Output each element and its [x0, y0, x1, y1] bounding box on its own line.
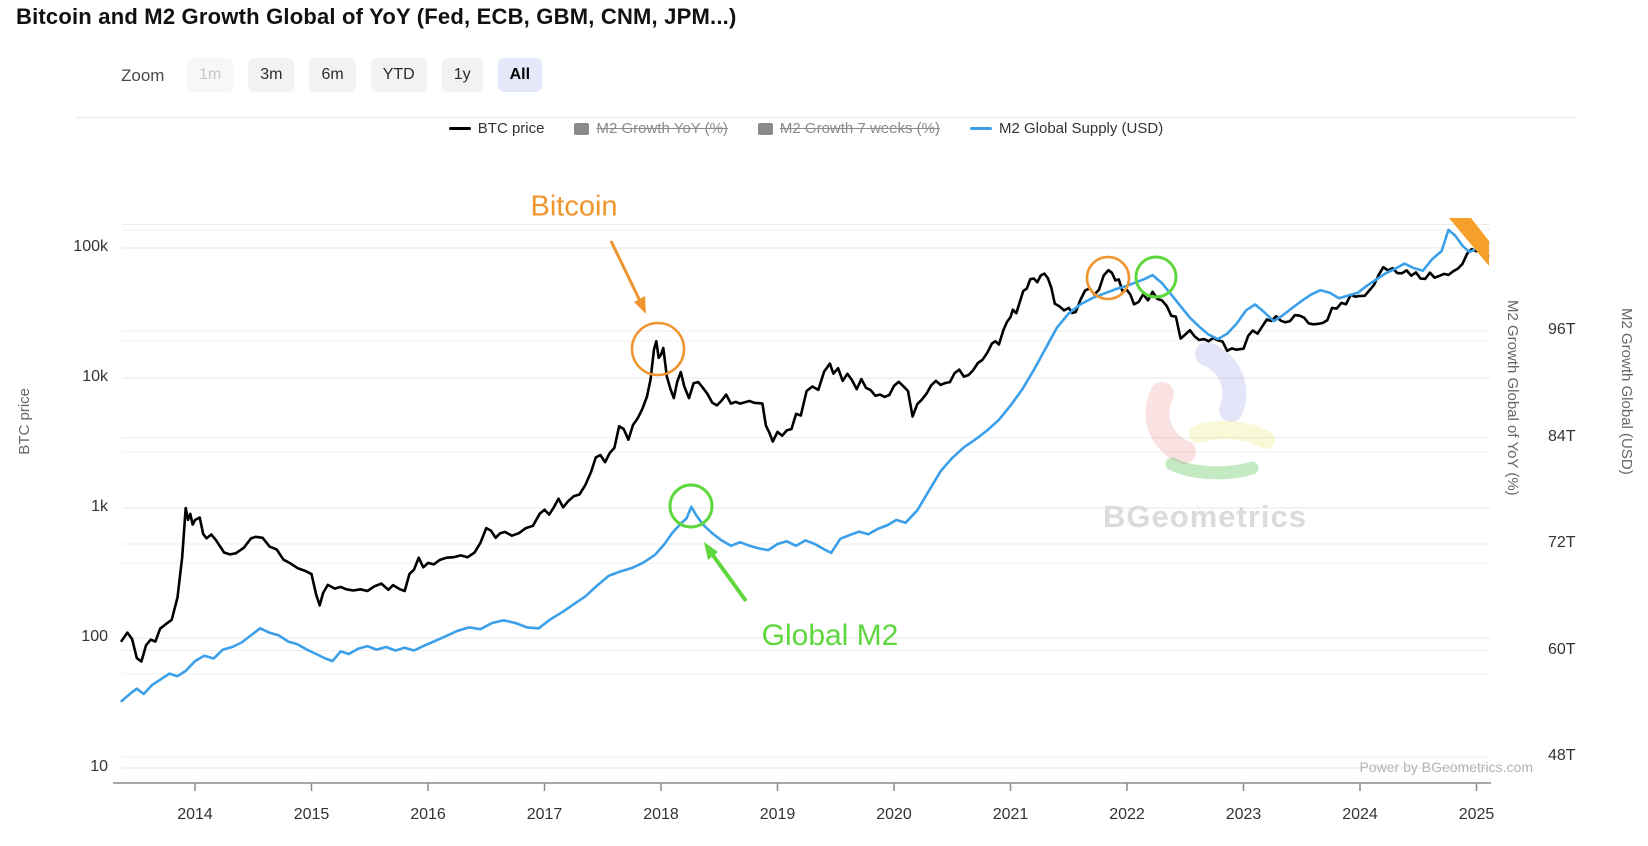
x-axis-label-2024: 2024 [1342, 806, 1378, 823]
range-selector-row: 1m 3m 6m YTD 1y All [187, 58, 543, 92]
legend: BTC price M2 Growth YoY (%) M2 Growth 7 we… [122, 120, 1490, 137]
right-axis-label-48T: 48T [1548, 747, 1576, 764]
watermark-text: BGeometrics [1103, 499, 1307, 534]
corner-marker-icon [1449, 218, 1489, 266]
range-button-ytd[interactable]: YTD [370, 58, 427, 92]
x-axis-label-2016: 2016 [410, 806, 446, 823]
y-axis-label-100k: 100k [73, 238, 108, 255]
x-axis-label-2019: 2019 [759, 806, 796, 823]
legend-line-marker-icon [448, 127, 471, 130]
x-axis-label-2015: 2015 [293, 806, 330, 823]
x-axis-label-2021: 2021 [992, 806, 1029, 823]
right-axis-label-60T: 60T [1548, 640, 1576, 658]
annotation-bitcoin-label: Bitcoin [530, 190, 618, 223]
x-axis-label-2018: 2018 [643, 806, 679, 823]
y-axis-label-10k: 10k [82, 368, 108, 385]
x-axis-label-2022: 2022 [1109, 806, 1145, 823]
range-button-all[interactable]: All [497, 58, 543, 92]
legend-divider [76, 117, 1576, 118]
legend-column-marker-icon [757, 122, 773, 135]
legend-item-label: M2 Growth 7 weeks (%) [779, 120, 940, 137]
x-axis-label-2020: 2020 [876, 806, 912, 823]
range-button-6m[interactable]: 6m [309, 58, 356, 92]
gridlines [122, 224, 1490, 769]
right-axis-label-84T: 84T [1548, 427, 1576, 445]
range-button-1y[interactable]: 1y [441, 58, 483, 92]
series [120, 228, 1490, 703]
legend-line-marker-icon [969, 127, 992, 130]
legend-item-btc-price[interactable]: BTC price [448, 120, 545, 137]
watermark-logo-icon [1145, 342, 1275, 480]
bitcoin-arrow [609, 240, 642, 302]
btc-price-line [120, 245, 1490, 663]
annotation-global-m2-label: Global M2 [761, 619, 899, 652]
range-button-3m[interactable]: 3m [248, 58, 295, 92]
annotation-circle-green [668, 483, 714, 529]
annotation-circle-orange [630, 321, 686, 377]
left-axis-title: BTC price [16, 388, 33, 455]
legend-item-m2-growth-yoy[interactable]: M2 Growth YoY (%) [574, 120, 728, 137]
y-axis-label-10: 10 [90, 758, 108, 775]
zoom-range-label: Zoom [121, 66, 165, 85]
credit-link[interactable]: Power by BGeometrics.com [1359, 759, 1534, 775]
x-axis-label-2025: 2025 [1458, 806, 1495, 823]
x-axis [113, 782, 1491, 791]
legend-item-m2-growth-7-weeks[interactable]: M2 Growth 7 weeks (%) [757, 120, 940, 137]
y-axis-label-100: 100 [81, 628, 108, 645]
legend-item-label: M2 Growth YoY (%) [596, 120, 728, 137]
bitcoin-arrowhead-icon [634, 296, 646, 314]
legend-item-label: BTC price [477, 120, 545, 137]
page-title: Bitcoin and M2 Growth Global of YoY (Fed… [16, 4, 737, 29]
legend-item-m2-global-supply-usd[interactable]: M2 Global Supply (USD) [969, 120, 1164, 137]
y-axis-label-1k: 1k [91, 498, 108, 515]
right-axis-label-72T: 72T [1548, 534, 1576, 551]
x-axis-label-2023: 2023 [1225, 806, 1262, 823]
annotations [609, 218, 1489, 603]
legend-column-marker-icon [574, 122, 590, 135]
global-m2-arrowhead-icon [704, 542, 718, 560]
range-button-1m: 1m [187, 58, 234, 92]
x-axis-label-2017: 2017 [526, 806, 563, 823]
global-m2-arrow [710, 552, 748, 603]
right-axis-title-yoy: M2 Growth Global of YoY (%) [1504, 300, 1521, 496]
legend-item-label: M2 Global Supply (USD) [998, 120, 1164, 137]
m2-global-supply-usd-line [120, 228, 1490, 703]
annotation-circle-orange [1085, 255, 1131, 301]
x-axis-label-2014: 2014 [177, 806, 213, 823]
right-axis-label-96T: 96T [1548, 321, 1576, 338]
annotation-circle-green [1134, 255, 1178, 299]
right-axis-title-usd: M2 Growth Global (USD) [1618, 308, 1635, 475]
